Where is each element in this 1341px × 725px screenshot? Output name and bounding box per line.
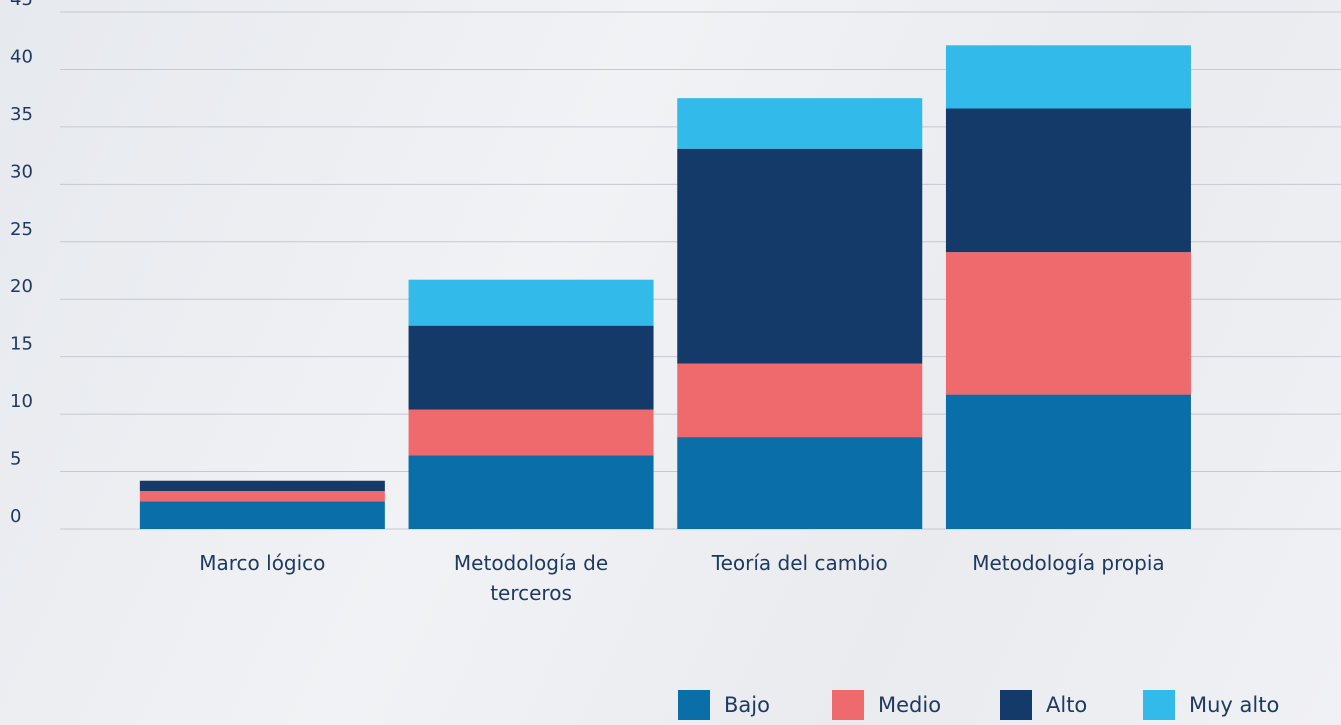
legend-label: Alto <box>1046 693 1088 717</box>
legend-item: Bajo <box>678 690 770 720</box>
y-tick-label: 20 <box>10 276 33 297</box>
legend-swatch <box>678 690 710 720</box>
x-tick-label: Metodología de terceros <box>453 551 609 605</box>
x-tick-label: Metodología propia <box>972 551 1165 575</box>
legend-label: Muy alto <box>1189 693 1280 717</box>
bar-segment <box>945 252 1191 395</box>
legend-item: Medio <box>832 690 941 720</box>
bar-segment <box>677 363 923 438</box>
bar-segment <box>408 325 654 410</box>
legend-item: Muy alto <box>1143 690 1279 720</box>
y-tick-label: 10 <box>10 391 33 412</box>
y-tick-label: 30 <box>10 161 33 182</box>
bar-segment <box>677 98 923 149</box>
legend-label: Medio <box>878 693 942 717</box>
y-tick-label: 0 <box>10 506 21 527</box>
bar-segment <box>677 437 923 529</box>
legend-label: Bajo <box>724 693 770 717</box>
x-tick-label: Teoría del cambio <box>711 551 888 575</box>
bar-segment <box>945 45 1191 109</box>
legend-swatch <box>832 690 864 720</box>
legend-swatch <box>1000 690 1032 720</box>
bar-segment <box>408 409 654 456</box>
y-tick-label: 45 <box>10 0 33 10</box>
bar-segment <box>408 455 654 529</box>
x-tick-label: Marco lógico <box>199 551 326 575</box>
bar-segment <box>139 501 385 529</box>
y-tick-label: 40 <box>10 46 33 67</box>
bar-segment <box>945 394 1191 529</box>
y-tick-label: 25 <box>10 219 33 240</box>
bar-segment <box>408 279 654 326</box>
bar-segment <box>139 480 385 492</box>
legend-item: Alto <box>1000 690 1087 720</box>
y-tick-label: 15 <box>10 334 33 355</box>
bar-segment <box>945 108 1191 253</box>
bar-segment <box>677 148 923 364</box>
bar-segment <box>139 491 385 502</box>
y-tick-label: 5 <box>10 449 21 470</box>
legend-swatch <box>1143 690 1175 720</box>
y-tick-label: 35 <box>10 104 33 125</box>
